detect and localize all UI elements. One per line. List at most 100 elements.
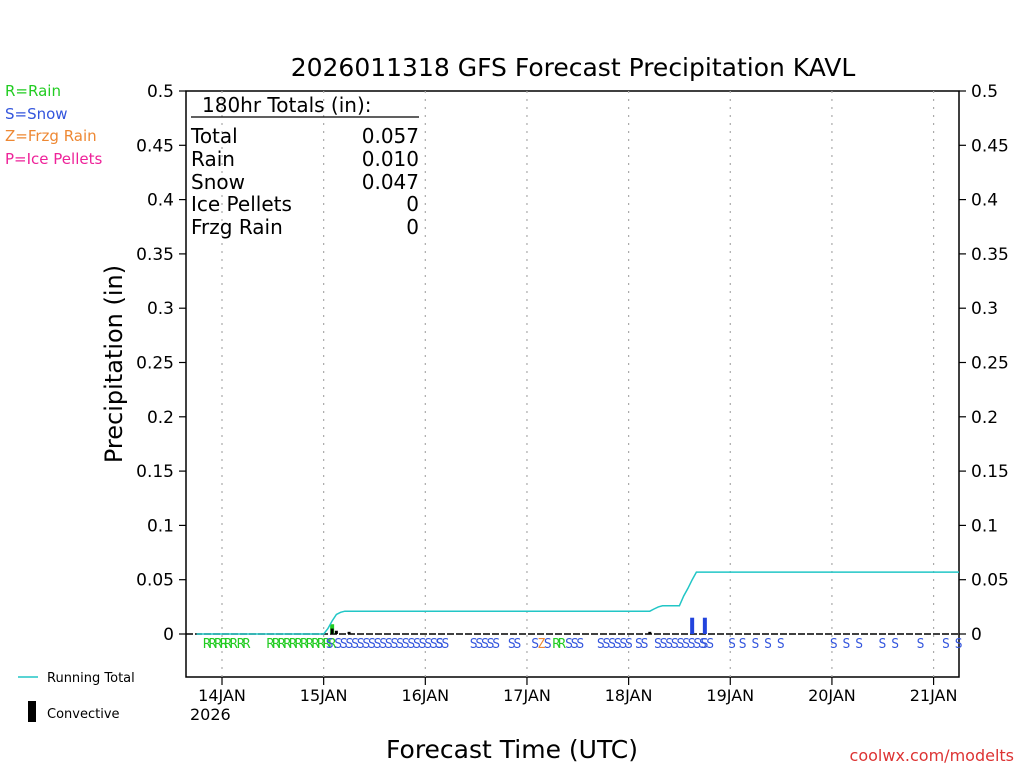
ptype-legend: R=Rain S=Snow Z=Frzg Rain P=Ice Pellets — [5, 82, 102, 168]
x-tick-label: 21JAN — [910, 686, 958, 705]
totals-ice-pellets-label: Ice Pellets — [191, 192, 292, 216]
ptype-letter-group: S — [955, 637, 962, 652]
convective-swatch — [28, 701, 36, 722]
ptype-letter-group: SSSSSS — [597, 637, 632, 652]
ptype-letter-group: SS — [635, 637, 648, 652]
legend-rain: R=Rain — [5, 82, 61, 100]
x-tick-label: 16JAN — [401, 686, 449, 705]
totals-total-value: 0.057 — [362, 124, 419, 148]
y-tick-label-left: 0.5 — [147, 82, 174, 102]
y-tick-label-right: 0.5 — [971, 82, 998, 102]
y-tick-label-left: 0.2 — [147, 408, 174, 428]
legend-frzg-rain: Z=Frzg Rain — [5, 127, 97, 145]
ptype-letter-group: SSSSS — [470, 637, 500, 652]
totals-snow-value: 0.047 — [362, 170, 419, 194]
ptype-letter-group: S — [843, 637, 850, 652]
ptype-letter-group: SS — [436, 637, 449, 652]
y-axis-label: Precipitation (in) — [100, 265, 128, 463]
totals-frzg-rain-label: Frzg Rain — [191, 215, 283, 239]
ptype-letter-group: S — [917, 637, 924, 652]
ptype-letter-group: S — [751, 637, 758, 652]
totals-rain-label: Rain — [191, 147, 235, 171]
y-tick-label-left: 0.45 — [136, 136, 174, 156]
ptype-letter-group: SSSSSSSSS — [654, 637, 706, 652]
bar-snow — [702, 617, 707, 634]
y-tick-label-right: 0.25 — [971, 354, 1009, 374]
totals-header: 180hr Totals (in): — [202, 93, 372, 117]
ptype-letter-group: Z — [538, 637, 546, 652]
totals-rain-value: 0.010 — [362, 147, 419, 171]
totals-frzg-rain-value: 0 — [406, 215, 419, 239]
x-tick-label: 18JAN — [605, 686, 653, 705]
y-axis-ticks: 0 00.05 0.050.1 0.10.15 0.150.2 0.20.25 0.250.… — [136, 82, 1009, 645]
ptype-letter-group: S — [879, 637, 886, 652]
y-tick-label-left: 0.3 — [147, 299, 174, 319]
ptype-letter-group: S — [739, 637, 746, 652]
ptype-letter-group: SSSSSSSSSSSSSSSSSSS — [334, 637, 442, 652]
ptype-letter-group: S — [531, 637, 538, 652]
bar-convective — [334, 630, 338, 634]
chart-title: 2026011318 GFS Forecast Precipitation KA… — [291, 53, 856, 82]
ptype-letter-group: S — [544, 637, 551, 652]
x-axis-ticks: 14JAN 15JAN 16JAN 17JAN 18JAN 19JAN 20JAN 21JAN — [198, 677, 957, 705]
bottom-legend: Running Total Convective — [18, 671, 135, 722]
x-tick-label: 20JAN — [808, 686, 856, 705]
x-axis-label: Forecast Time (UTC) — [386, 735, 638, 764]
y-tick-label-right: 0.35 — [971, 245, 1009, 265]
convective-legend-label: Convective — [47, 707, 120, 722]
ptype-letter-group: S — [777, 637, 784, 652]
y-tick-label-left: 0.4 — [147, 191, 174, 211]
running-total-line — [196, 571, 959, 635]
ptype-letter-group: RR — [237, 637, 251, 652]
totals-ice-pellets-value: 0 — [406, 192, 419, 216]
y-tick-label-left: 0.15 — [136, 462, 174, 482]
legend-snow: S=Snow — [5, 105, 68, 123]
y-tick-label-left: 0.05 — [136, 571, 174, 591]
x-tick-label: 19JAN — [706, 686, 754, 705]
totals-box: 180hr Totals (in): Total 0.057 Rain 0.01… — [190, 93, 419, 239]
ptype-letter-group: SS — [701, 637, 714, 652]
y-tick-label-left: 0.1 — [147, 516, 174, 536]
ptype-letter-group: RR — [552, 637, 566, 652]
y-tick-label-left: 0.35 — [136, 245, 174, 265]
bar-snow — [690, 617, 695, 634]
y-tick-label-right: 0 — [971, 625, 982, 645]
legend-ice-pellets: P=Ice Pellets — [5, 150, 102, 168]
totals-total-label: Total — [190, 124, 238, 148]
bar-convective — [648, 631, 652, 634]
bar-convective — [347, 631, 351, 634]
y-tick-label-right: 0.4 — [971, 191, 998, 211]
ptype-letter-group: RR — [224, 637, 238, 652]
y-tick-label-right: 0.45 — [971, 136, 1009, 156]
bar-convective — [330, 628, 334, 634]
y-tick-label-left: 0 — [163, 625, 174, 645]
y-tick-label-right: 0.05 — [971, 571, 1009, 591]
ptype-letter-group: S — [855, 637, 862, 652]
y-tick-label-left: 0.25 — [136, 354, 174, 374]
precip-bars — [330, 617, 707, 634]
vertical-gridlines — [221, 91, 935, 677]
ptype-letter-group: RRRR — [203, 637, 228, 652]
ptype-letter-group: S — [891, 637, 898, 652]
ptype-letter-group: S — [728, 637, 735, 652]
x-tick-label: 17JAN — [503, 686, 551, 705]
running-total-legend-label: Running Total — [47, 671, 135, 686]
ptype-letter-group: S — [764, 637, 771, 652]
y-tick-label-right: 0.1 — [971, 516, 998, 536]
plot-frame — [185, 90, 960, 678]
ptype-letter-group: S — [326, 637, 333, 652]
totals-snow-label: Snow — [191, 170, 245, 194]
credit-link[interactable]: coolwx.com/modelts — [850, 746, 1014, 765]
x-tick-label: 14JAN — [198, 686, 246, 705]
ptype-letter-group: S — [830, 637, 837, 652]
ptype-letter-group: S — [942, 637, 949, 652]
x-year-label: 2026 — [190, 705, 231, 724]
x-tick-label: 15JAN — [300, 686, 348, 705]
ptype-letter-group: SSS — [565, 637, 583, 652]
y-tick-label-right: 0.2 — [971, 408, 998, 428]
ptype-letter-group: RRRRRRRRRRRR — [266, 637, 336, 652]
y-tick-label-right: 0.3 — [971, 299, 998, 319]
y-tick-label-right: 0.15 — [971, 462, 1009, 482]
